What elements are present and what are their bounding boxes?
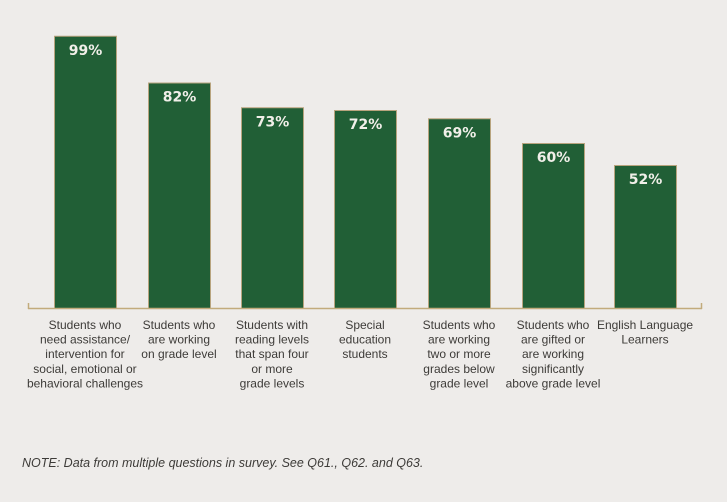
category-label: Students who are working on grade level [141, 318, 216, 361]
bar-value-label: 69% [443, 125, 477, 141]
bar-value-label: 52% [629, 172, 663, 188]
footnote: NOTE: Data from multiple questions in su… [22, 456, 424, 470]
category-label: Students who are gifted or are working sign… [506, 318, 601, 390]
bar-value-label: 72% [349, 117, 383, 133]
bar [148, 82, 211, 309]
category-labels-group: Students who need assistance/intervention… [27, 318, 693, 390]
category-label: Students who are working two or more grades… [423, 318, 496, 390]
bar-value-label: 60% [537, 150, 571, 166]
x-axis [27, 303, 703, 310]
bar-chart: 99% 82% 73% 72% 69% 60% 52% Students who need a… [27, 35, 703, 390]
bar-value-label: 82% [163, 90, 197, 106]
value-labels-group: 99% 82% 73% 72% 69% 60% 52% [69, 43, 663, 188]
category-label: Students with reading levels that span fou… [235, 318, 309, 390]
bar [54, 35, 117, 309]
bars-group [54, 35, 677, 309]
bar [614, 165, 677, 309]
bar [241, 107, 304, 309]
bar [522, 143, 585, 309]
bar [334, 110, 397, 309]
category-label: English Language Learners [597, 318, 693, 347]
bar-value-label: 73% [256, 114, 290, 130]
category-label: Special education students [339, 318, 391, 361]
bar-value-label: 99% [69, 43, 103, 59]
category-label: Students who need assistance/intervention… [27, 318, 143, 390]
bar [428, 118, 491, 309]
